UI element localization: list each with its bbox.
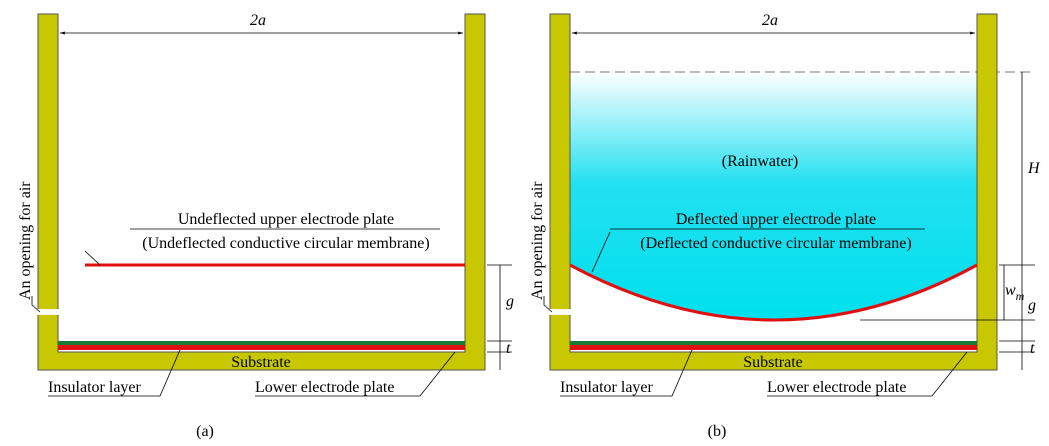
panel-b: 2a (Rainwater) Deflected upper electrode… <box>529 12 1041 440</box>
panel-a: 2a Undeflected upper electrode plate (Un… <box>17 12 514 440</box>
lower-electrode-label: Lower electrode plate <box>255 379 394 396</box>
lower-electrode-label: Lower electrode plate <box>767 379 906 396</box>
substrate-label: Substrate <box>231 354 291 371</box>
air-opening <box>36 309 60 315</box>
membrane-label: (Undeflected conductive circular membran… <box>142 235 429 252</box>
leader <box>591 231 611 273</box>
membrane-label: (Deflected conductive circular membrane) <box>640 235 911 252</box>
opening-label: An opening for air <box>529 181 546 300</box>
width-label: 2a <box>250 12 266 29</box>
container <box>549 13 998 371</box>
gap-label: g <box>506 293 514 310</box>
insulator-label: Insulator layer <box>560 379 654 396</box>
caption: (a) <box>196 423 214 440</box>
height-label: H <box>1027 160 1041 177</box>
water-label: (Rainwater) <box>722 153 798 170</box>
thickness-label: t <box>1030 340 1035 357</box>
deflection-label: wm <box>1005 282 1025 303</box>
leader <box>48 349 181 397</box>
upper-plate <box>569 263 978 322</box>
leader <box>560 349 693 397</box>
plate-label: Undeflected upper electrode plate <box>178 211 394 228</box>
deflection-subscript: m <box>1016 289 1025 303</box>
insulator-layer <box>58 341 465 345</box>
thickness-label: t <box>506 340 511 357</box>
container <box>37 13 486 371</box>
opening-label: An opening for air <box>17 181 34 300</box>
leader <box>543 296 553 313</box>
insulator-layer <box>570 341 977 345</box>
substrate-label: Substrate <box>743 354 803 371</box>
width-label: 2a <box>762 12 778 29</box>
caption: (b) <box>708 423 727 440</box>
leader <box>767 351 968 397</box>
gap-label: g <box>1028 297 1036 314</box>
leader <box>84 250 101 266</box>
deflection-symbol: w <box>1005 282 1016 299</box>
plate-label: Deflected upper electrode plate <box>676 211 876 228</box>
rainwater <box>570 72 977 320</box>
insulator-label: Insulator layer <box>48 379 142 396</box>
leader <box>31 296 41 313</box>
lower-electrode <box>570 345 977 350</box>
air-opening <box>548 309 572 315</box>
leader <box>255 351 456 397</box>
lower-electrode <box>58 345 465 350</box>
